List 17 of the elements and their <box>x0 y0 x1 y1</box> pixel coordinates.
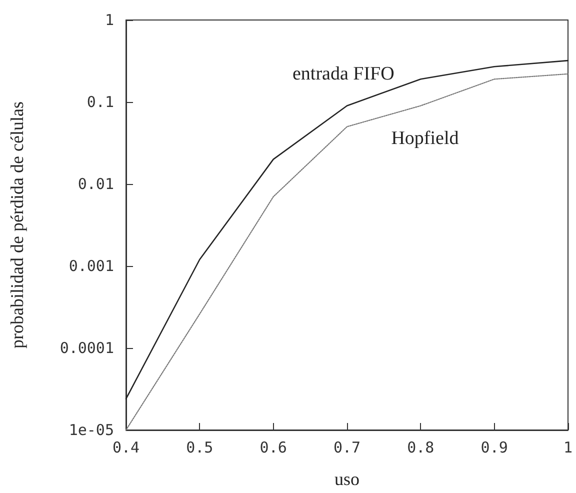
series-label: Hopfield <box>391 128 460 149</box>
y-tick-label: 0.001 <box>68 257 114 275</box>
x-tick-label: 0.4 <box>112 438 140 456</box>
y-tick-label: 0.01 <box>78 175 114 193</box>
x-tick-label: 0.5 <box>186 438 214 456</box>
x-tick-label: 0.8 <box>407 438 434 456</box>
x-tick-label: 1 <box>563 438 573 456</box>
y-tick-label: 1e-05 <box>68 421 114 439</box>
x-axis-title: uso <box>334 469 360 489</box>
y-axis-title: probabilidad de pérdida de células <box>7 102 27 348</box>
y-tick-label: 1 <box>104 11 114 29</box>
x-tick-label: 0.9 <box>480 438 508 456</box>
series-label: entrada FIFO <box>292 63 394 84</box>
y-tick-label: 0.1 <box>86 93 114 111</box>
x-tick-label: 0.7 <box>333 438 361 456</box>
y-tick-label: 0.0001 <box>60 339 114 357</box>
x-tick-label: 0.6 <box>260 438 287 456</box>
